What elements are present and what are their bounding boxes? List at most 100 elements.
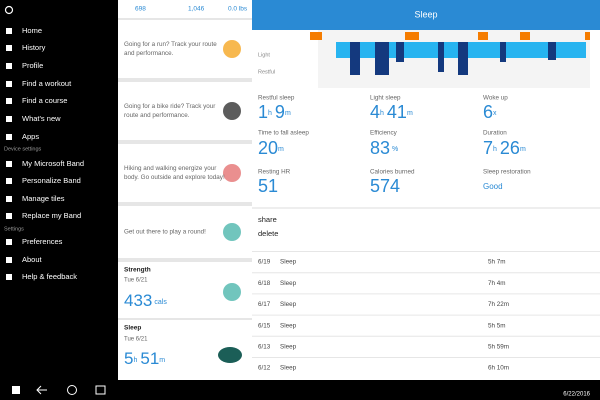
value-unit: m	[159, 357, 165, 364]
row-type[interactable]: Sleep	[280, 365, 297, 372]
row-type[interactable]: Sleep	[280, 280, 297, 287]
nav-icon[interactable]	[6, 116, 12, 122]
stat-value: 1h 9m	[258, 102, 291, 122]
value-number: 9	[275, 102, 285, 122]
awake-bar	[310, 32, 322, 40]
nav-icon[interactable]	[6, 28, 12, 34]
restful-bar	[375, 42, 389, 75]
nav-icon[interactable]	[6, 81, 12, 87]
nav-item[interactable]: Replace my Band	[22, 211, 81, 220]
card-illustration	[223, 40, 241, 58]
card-title: Sleep	[124, 325, 141, 332]
row-type[interactable]: Sleep	[280, 322, 297, 329]
stat-value: Good	[483, 182, 503, 191]
nav-icon[interactable]	[6, 274, 12, 280]
stat-value: 4h 41m	[370, 102, 413, 122]
card-illustration	[223, 223, 241, 241]
row-duration[interactable]: 7h 4m	[488, 280, 506, 287]
nav-icon[interactable]	[6, 196, 12, 202]
nav-icon[interactable]	[6, 257, 12, 263]
nav-item[interactable]: What's new	[22, 114, 61, 123]
value-number: 51	[258, 176, 278, 196]
card-illustration	[218, 347, 242, 363]
row-duration[interactable]: 6h 10m	[488, 365, 509, 372]
taskbar	[0, 380, 600, 400]
row-duration[interactable]: 5h 7m	[488, 259, 506, 266]
top-stat: 1,046	[188, 6, 205, 13]
nav-item[interactable]: Preferences	[22, 237, 63, 246]
nav-icon[interactable]	[6, 213, 12, 219]
row-date[interactable]: 6/15	[258, 322, 271, 329]
row-date[interactable]: 6/19	[258, 259, 271, 266]
nav-item[interactable]: Apps	[22, 132, 39, 141]
stat-label: Resting HR	[258, 169, 291, 176]
row-date[interactable]: 6/13	[258, 343, 271, 350]
row-type[interactable]: Sleep	[280, 259, 297, 266]
value-number: 574	[370, 176, 400, 196]
value-unit: m	[285, 110, 291, 117]
restful-bar	[350, 42, 360, 75]
row-type[interactable]: Sleep	[280, 343, 297, 350]
action[interactable]: delete	[258, 229, 278, 238]
nav-item[interactable]: Find a workout	[22, 79, 72, 88]
top-stat: 0.0 lbs	[228, 6, 248, 13]
nav-item[interactable]: Find a course	[22, 96, 67, 105]
home-button[interactable]	[67, 385, 77, 395]
top-stat: 698	[135, 6, 146, 13]
restful-bar	[438, 42, 444, 72]
action[interactable]: share	[258, 215, 277, 224]
restful-bar	[458, 42, 468, 75]
back-button[interactable]	[36, 385, 47, 395]
row-duration[interactable]: 5h 59m	[488, 343, 509, 350]
value-unit: m	[520, 146, 526, 153]
nav-item[interactable]: Home	[22, 26, 42, 35]
card-text: and performance.	[124, 50, 174, 57]
stat-label: Sleep restoration	[483, 169, 531, 176]
row-date[interactable]: 6/17	[258, 301, 271, 308]
nav-icon[interactable]	[6, 161, 12, 167]
top-stats-bar	[118, 0, 252, 18]
nav-item[interactable]: About	[22, 255, 43, 264]
nav-item[interactable]: Manage tiles	[22, 194, 65, 203]
card-text: Get out there to play a round!	[124, 229, 206, 236]
row-duration[interactable]: 7h 22m	[488, 301, 509, 308]
card-text: Going for a bike ride? Track your	[124, 103, 215, 110]
nav-icon[interactable]	[6, 98, 12, 104]
nav-item[interactable]: Help & feedback	[22, 272, 77, 281]
nav-icon[interactable]	[6, 239, 12, 245]
card-illustration	[223, 102, 241, 120]
nav-icon[interactable]	[6, 134, 12, 140]
card-text: body. Go outside and explore today!	[124, 174, 225, 181]
nav-item[interactable]: Personalize Band	[22, 176, 81, 185]
stat-label: Efficiency	[370, 130, 398, 137]
row-type[interactable]: Sleep	[280, 301, 297, 308]
nav-item[interactable]: History	[22, 43, 46, 52]
nav-item[interactable]: My Microsoft Band	[22, 159, 84, 168]
value-number: 41	[387, 102, 407, 122]
row-date[interactable]: 6/12	[258, 365, 271, 372]
nav-item[interactable]: Profile	[22, 61, 43, 70]
nav-icon[interactable]	[6, 63, 12, 69]
row-date[interactable]: 6/18	[258, 280, 271, 287]
detail-title: Sleep	[414, 9, 437, 19]
nav-icon[interactable]	[6, 178, 12, 184]
sync-icon[interactable]	[4, 5, 14, 15]
chart-bg	[318, 30, 590, 88]
row-duration[interactable]: 5h 5m	[488, 322, 506, 329]
nav-icon[interactable]	[6, 45, 12, 51]
awake-bar	[478, 32, 488, 40]
card-date: Tue 6/21	[124, 337, 148, 343]
value-number: 20	[258, 138, 278, 158]
start-button[interactable]	[12, 386, 20, 394]
value-number: 83	[370, 138, 390, 158]
value-unit: %	[390, 146, 398, 153]
section-label: Settings	[4, 226, 24, 232]
sleep-chart	[310, 30, 590, 88]
stat-value: 83 %	[370, 138, 398, 158]
value-unit: h	[268, 110, 272, 117]
value-unit: h	[133, 357, 137, 364]
chart-label: Restful	[258, 69, 275, 75]
card-illustration	[223, 283, 241, 301]
task-view-button[interactable]	[95, 385, 106, 395]
